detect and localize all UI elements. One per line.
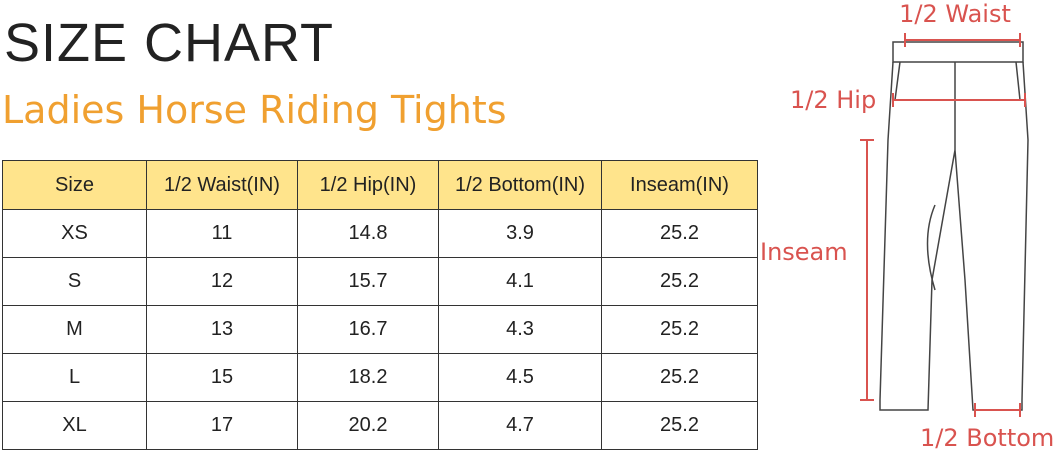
table-cell: 25.2: [601, 209, 758, 258]
column-header: Size: [2, 160, 147, 210]
pants-diagram: 1/2 Waist 1/2 Hip Inseam 1/2 Bottom: [760, 0, 1054, 452]
table-cell: 4.1: [438, 257, 602, 306]
table-cell: 11: [146, 209, 298, 258]
column-header: Inseam(IN): [601, 160, 758, 210]
title: SIZE CHART: [4, 13, 335, 73]
table-cell: 3.9: [438, 209, 602, 258]
column-header: 1/2 Bottom(IN): [438, 160, 602, 210]
table-row: S 12 15.7 4.1 25.2: [2, 257, 758, 306]
inseam-line: [860, 139, 874, 401]
waist-line: [904, 33, 1021, 47]
table-row: XL 17 20.2 4.7 25.2: [2, 401, 758, 450]
bottom-line: [974, 403, 1021, 417]
table-cell: L: [2, 353, 147, 402]
table-cell: 18.2: [297, 353, 439, 402]
size-table: Size 1/2 Waist(IN) 1/2 Hip(IN) 1/2 Bottom(I…: [2, 160, 758, 450]
table-cell: 16.7: [297, 305, 439, 354]
inseam-label: Inseam: [760, 238, 848, 266]
hip-label: 1/2 Hip: [790, 86, 876, 114]
table-cell: 4.3: [438, 305, 602, 354]
table-cell: 14.8: [297, 209, 439, 258]
table-row: L 15 18.2 4.5 25.2: [2, 353, 758, 402]
table-cell: 20.2: [297, 401, 439, 450]
column-header: 1/2 Waist(IN): [146, 160, 298, 210]
table-cell: 25.2: [601, 305, 758, 354]
table-cell: XL: [2, 401, 147, 450]
table-cell: 25.2: [601, 257, 758, 306]
table-row: XS 11 14.8 3.9 25.2: [2, 209, 758, 258]
side-seam: [894, 61, 1021, 101]
table-cell: 25.2: [601, 353, 758, 402]
waist-label: 1/2 Waist: [899, 0, 1011, 28]
table-cell: 4.7: [438, 401, 602, 450]
table-cell: XS: [2, 209, 147, 258]
table-cell: M: [2, 305, 147, 354]
table-cell: 25.2: [601, 401, 758, 450]
waistband: [892, 41, 1024, 63]
table-cell: 4.5: [438, 353, 602, 402]
bottom-label: 1/2 Bottom: [920, 424, 1054, 452]
table-row: M 13 16.7 4.3 25.2: [2, 305, 758, 354]
pants-outline: [879, 61, 1029, 411]
knee-patch: [926, 204, 936, 291]
table-cell: 13: [146, 305, 298, 354]
hip-line: [892, 93, 1026, 107]
table-cell: 12: [146, 257, 298, 306]
subtitle: Ladies Horse Riding Tights: [2, 88, 507, 132]
table-cell: 17: [146, 401, 298, 450]
table-cell: S: [2, 257, 147, 306]
table-cell: 15: [146, 353, 298, 402]
column-header: 1/2 Hip(IN): [297, 160, 439, 210]
table-cell: 15.7: [297, 257, 439, 306]
